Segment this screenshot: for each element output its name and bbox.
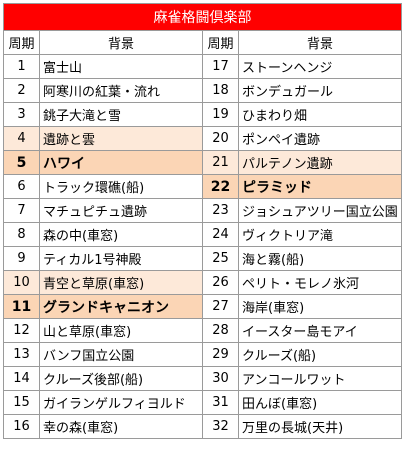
background-cell: ジョシュアツリー国立公園 bbox=[238, 198, 402, 223]
header-background-right: 背景 bbox=[238, 30, 402, 55]
period-cell: 29 bbox=[202, 342, 239, 367]
period-cell: 21 bbox=[202, 150, 239, 175]
period-cell: 31 bbox=[202, 390, 239, 415]
background-cell: ピラミッド bbox=[238, 174, 402, 199]
period-cell: 23 bbox=[202, 198, 239, 223]
background-cell: 富士山 bbox=[39, 54, 203, 79]
background-cell: トラック環礁(船) bbox=[39, 174, 203, 199]
table-row: 3 銚子大滝と雪 19 ひまわり畑 bbox=[3, 102, 402, 127]
background-cell: 山と草原(車窓) bbox=[39, 318, 203, 343]
table-row: 6 トラック環礁(船) 22 ピラミッド bbox=[3, 174, 402, 199]
table-row: 2 阿寒川の紅葉・流れ 18 ボンデュガール bbox=[3, 78, 402, 103]
background-cell: 遺跡と雲 bbox=[39, 126, 203, 151]
background-cell: ボンデュガール bbox=[238, 78, 402, 103]
header-period-right: 周期 bbox=[202, 30, 239, 55]
background-cell: 田んぼ(車窓) bbox=[238, 390, 402, 415]
period-cell: 30 bbox=[202, 366, 239, 391]
table-row: 10 青空と草原(車窓) 26 ペリト・モレノ氷河 bbox=[3, 270, 402, 295]
background-cell: ポンペイ遺跡 bbox=[238, 126, 402, 151]
background-cell: バンフ国立公園 bbox=[39, 342, 203, 367]
header-background-left: 背景 bbox=[39, 30, 203, 55]
background-cell: ストーンヘンジ bbox=[238, 54, 402, 79]
period-cell: 28 bbox=[202, 318, 239, 343]
period-cell: 4 bbox=[3, 126, 40, 151]
table-row: 4 遺跡と雲 20 ポンペイ遺跡 bbox=[3, 126, 402, 151]
period-cell: 12 bbox=[3, 318, 40, 343]
table-row: 15 ガイランゲルフィヨルド 31 田んぼ(車窓) bbox=[3, 390, 402, 415]
background-cell: 銚子大滝と雪 bbox=[39, 102, 203, 127]
background-cell: マチュピチュ遺跡 bbox=[39, 198, 203, 223]
background-cell: 万里の長城(天井) bbox=[238, 414, 402, 439]
table-row: 7 マチュピチュ遺跡 23 ジョシュアツリー国立公園 bbox=[3, 198, 402, 223]
period-cell: 25 bbox=[202, 246, 239, 271]
period-cell: 15 bbox=[3, 390, 40, 415]
period-cell: 32 bbox=[202, 414, 239, 439]
period-cell: 8 bbox=[3, 222, 40, 247]
background-cell: 青空と草原(車窓) bbox=[39, 270, 203, 295]
header-period-left: 周期 bbox=[3, 30, 40, 55]
period-cell: 1 bbox=[3, 54, 40, 79]
period-cell: 27 bbox=[202, 294, 239, 319]
background-cell: ひまわり畑 bbox=[238, 102, 402, 127]
period-cell: 3 bbox=[3, 102, 40, 127]
period-cell: 24 bbox=[202, 222, 239, 247]
period-cell: 13 bbox=[3, 342, 40, 367]
table-row: 1 富士山 17 ストーンヘンジ bbox=[3, 54, 402, 79]
period-cell: 10 bbox=[3, 270, 40, 295]
background-cell: ハワイ bbox=[39, 150, 203, 175]
table-row: 16 幸の森(車窓) 32 万里の長城(天井) bbox=[3, 414, 402, 439]
background-cell: 森の中(車窓) bbox=[39, 222, 203, 247]
table-row: 5 ハワイ 21 パルテノン遺跡 bbox=[3, 150, 402, 175]
period-cell: 14 bbox=[3, 366, 40, 391]
background-cell: ヴィクトリア滝 bbox=[238, 222, 402, 247]
period-cell: 26 bbox=[202, 270, 239, 295]
table-body: 1 富士山 17 ストーンヘンジ 2 阿寒川の紅葉・流れ 18 ボンデュガール 3 銚子大滝と雪 1… bbox=[3, 54, 402, 439]
period-cell: 19 bbox=[202, 102, 239, 127]
table-row: 14 クルーズ後部(船) 30 アンコールワット bbox=[3, 366, 402, 391]
background-cell: イースター島モアイ bbox=[238, 318, 402, 343]
background-cell: 幸の森(車窓) bbox=[39, 414, 203, 439]
table-title: 麻雀格闘倶楽部 bbox=[3, 3, 402, 31]
table-row: 8 森の中(車窓) 24 ヴィクトリア滝 bbox=[3, 222, 402, 247]
background-cell: アンコールワット bbox=[238, 366, 402, 391]
background-cell: クルーズ(船) bbox=[238, 342, 402, 367]
period-cell: 9 bbox=[3, 246, 40, 271]
background-cell: ガイランゲルフィヨルド bbox=[39, 390, 203, 415]
table-row: 9 ティカル1号神殿 25 海と霧(船) bbox=[3, 246, 402, 271]
background-cell: 阿寒川の紅葉・流れ bbox=[39, 78, 203, 103]
background-cell: パルテノン遺跡 bbox=[238, 150, 402, 175]
period-cell: 5 bbox=[3, 150, 40, 175]
background-cell: 海と霧(船) bbox=[238, 246, 402, 271]
background-cell: 海岸(車窓) bbox=[238, 294, 402, 319]
schedule-table: 麻雀格闘倶楽部 周期 背景 周期 背景 1 富士山 17 ストーンヘンジ 2 阿寒川の紅葉… bbox=[3, 3, 402, 439]
period-cell: 6 bbox=[3, 174, 40, 199]
table-row: 11 グランドキャニオン 27 海岸(車窓) bbox=[3, 294, 402, 319]
period-cell: 16 bbox=[3, 414, 40, 439]
period-cell: 22 bbox=[202, 174, 239, 199]
period-cell: 20 bbox=[202, 126, 239, 151]
background-cell: ペリト・モレノ氷河 bbox=[238, 270, 402, 295]
table-row: 12 山と草原(車窓) 28 イースター島モアイ bbox=[3, 318, 402, 343]
period-cell: 11 bbox=[3, 294, 40, 319]
background-cell: クルーズ後部(船) bbox=[39, 366, 203, 391]
period-cell: 7 bbox=[3, 198, 40, 223]
period-cell: 17 bbox=[202, 54, 239, 79]
background-cell: ティカル1号神殿 bbox=[39, 246, 203, 271]
period-cell: 2 bbox=[3, 78, 40, 103]
period-cell: 18 bbox=[202, 78, 239, 103]
table-row: 13 バンフ国立公園 29 クルーズ(船) bbox=[3, 342, 402, 367]
background-cell: グランドキャニオン bbox=[39, 294, 203, 319]
schedule-table-container: 麻雀格闘倶楽部 周期 背景 周期 背景 1 富士山 17 ストーンヘンジ 2 阿寒川の紅葉… bbox=[3, 3, 402, 439]
